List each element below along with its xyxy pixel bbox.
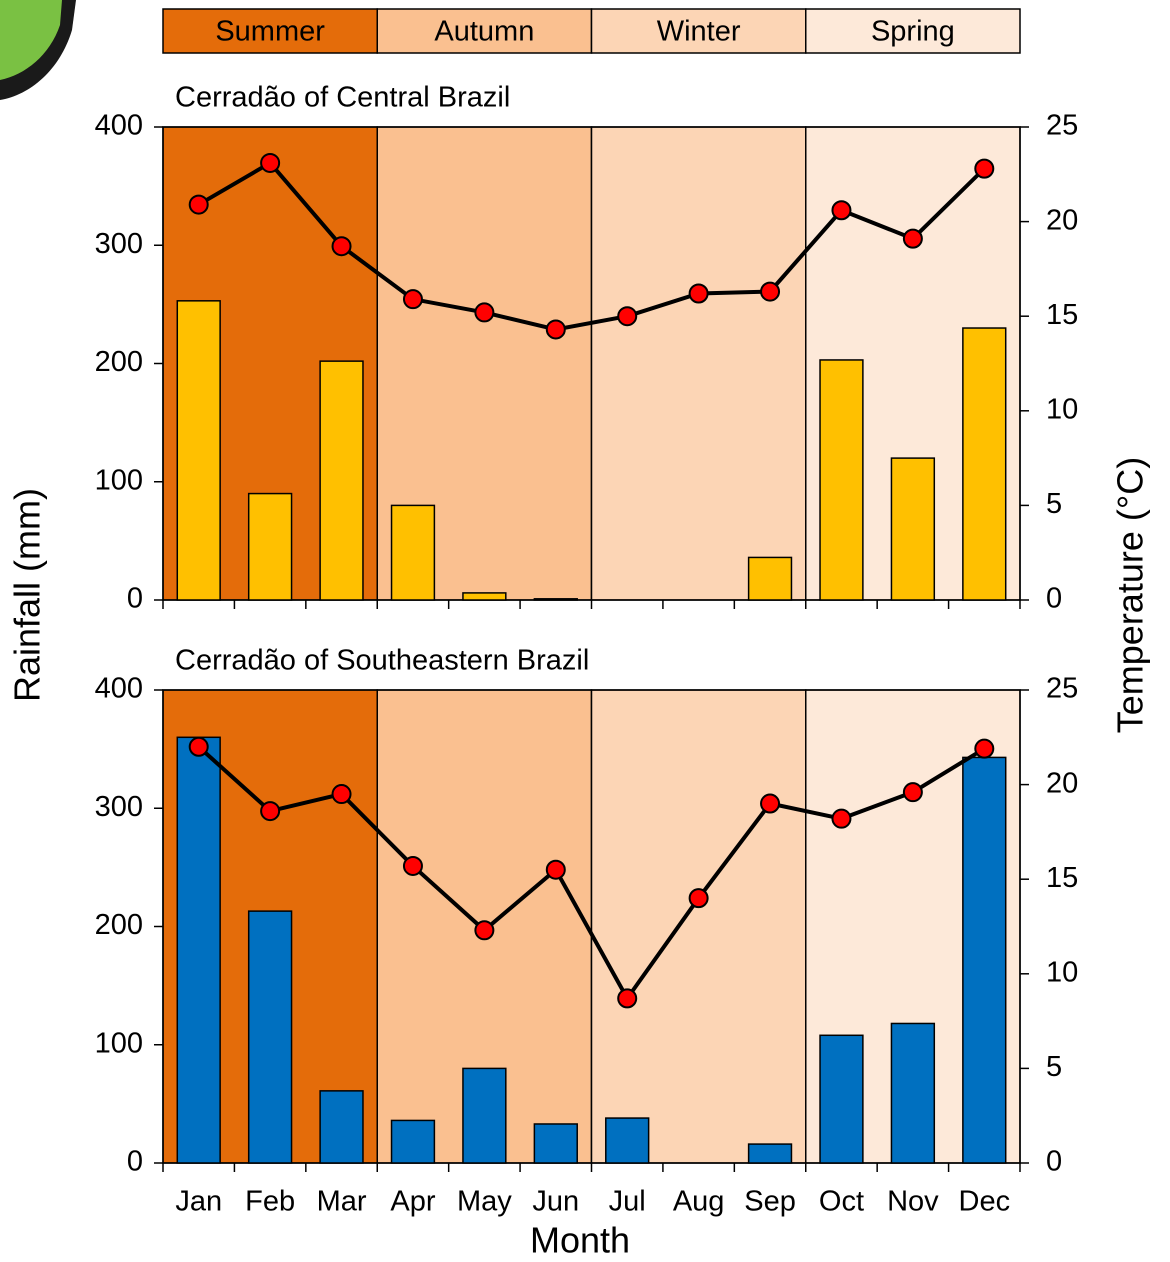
temperature-marker — [402, 855, 423, 876]
season-legend-label: Spring — [871, 16, 955, 48]
temperature-marker — [474, 920, 495, 941]
y2-tick-label: 15 — [1046, 299, 1078, 331]
temperature-marker — [760, 793, 781, 814]
y2-tick-label: 20 — [1046, 204, 1078, 236]
x-tick-label: Oct — [819, 1186, 864, 1218]
temperature-marker — [331, 784, 352, 805]
season-legend-label: Summer — [215, 16, 325, 48]
season-background — [590, 126, 807, 601]
y-tick-label: 200 — [95, 909, 143, 941]
y2-tick-label: 20 — [1046, 767, 1078, 799]
season-legend-box — [376, 8, 593, 54]
y2-tick-label: 0 — [1046, 1146, 1062, 1178]
x-tick-label: Feb — [245, 1186, 295, 1218]
x-tick-label: Aug — [673, 1186, 725, 1218]
bar — [319, 1090, 364, 1164]
season-legend-label: Autumn — [434, 16, 534, 48]
y-tick-label: 100 — [95, 1027, 143, 1059]
temperature-marker — [617, 988, 638, 1009]
bar — [247, 492, 293, 601]
bar — [462, 1067, 507, 1164]
y-axis-label: Rainfall (mm) — [7, 488, 48, 702]
x-tick-label: Nov — [887, 1186, 939, 1218]
temperature-marker — [688, 888, 709, 909]
temperature-marker — [260, 801, 281, 822]
temperature-marker — [688, 283, 709, 304]
temperature-marker — [902, 228, 923, 249]
bar — [890, 457, 936, 601]
y-tick-label: 0 — [127, 583, 143, 615]
y-tick-label: 400 — [95, 110, 143, 142]
x-tick-label: Apr — [390, 1186, 435, 1218]
y2-tick-label: 25 — [1046, 110, 1078, 142]
temperature-marker — [188, 736, 209, 757]
bar — [747, 1143, 793, 1164]
bar — [533, 1123, 578, 1164]
x-tick-label: Dec — [959, 1186, 1011, 1218]
temperature-marker — [974, 158, 995, 179]
bar — [605, 1117, 650, 1164]
temperature-marker — [831, 808, 852, 829]
x-tick-label: May — [457, 1186, 512, 1218]
corner-map-fill — [0, 0, 62, 80]
season-legend-box — [590, 8, 807, 54]
bar — [176, 736, 221, 1164]
bar — [462, 592, 507, 601]
temperature-marker — [760, 281, 781, 302]
temperature-line — [197, 745, 986, 1003]
bar — [819, 1034, 864, 1164]
season-background — [590, 689, 807, 1164]
temperature-marker — [188, 194, 209, 215]
chart-title: Cerradão of Southeastern Brazil — [175, 645, 589, 677]
y2-tick-label: 10 — [1046, 393, 1078, 425]
temperature-marker — [402, 289, 423, 310]
chart-title: Cerradão of Central Brazil — [175, 82, 510, 114]
bar — [247, 910, 293, 1164]
y2-tick-label: 0 — [1046, 583, 1062, 615]
bar — [390, 504, 436, 601]
temperature-marker — [545, 319, 566, 340]
temperature-marker — [545, 859, 566, 880]
temperature-marker — [831, 200, 852, 221]
y-tick-label: 100 — [95, 464, 143, 496]
y2-tick-label: 15 — [1046, 862, 1078, 894]
temperature-marker — [617, 306, 638, 327]
x-tick-label: Sep — [744, 1186, 796, 1218]
bar — [533, 598, 578, 601]
bar — [390, 1119, 436, 1164]
temperature-marker — [974, 738, 995, 759]
season-legend-label: Winter — [657, 16, 741, 48]
y-tick-label: 300 — [95, 228, 143, 260]
y2-tick-label: 5 — [1046, 488, 1062, 520]
bar — [962, 756, 1007, 1164]
temperature-marker — [331, 236, 352, 257]
bar — [962, 327, 1007, 601]
temperature-marker — [902, 782, 923, 803]
bar — [819, 359, 864, 601]
bar — [176, 300, 221, 601]
y2-axis-label: Temperature (°C) — [1110, 457, 1151, 733]
x-tick-label: Jan — [175, 1186, 222, 1218]
x-tick-label: Mar — [317, 1186, 367, 1218]
y-tick-label: 400 — [95, 673, 143, 705]
y-tick-label: 200 — [95, 346, 143, 378]
y2-tick-label: 5 — [1046, 1051, 1062, 1083]
x-tick-label: Jun — [532, 1186, 579, 1218]
y2-tick-label: 10 — [1046, 956, 1078, 988]
bar — [319, 360, 364, 601]
bar — [747, 556, 793, 601]
y-tick-label: 0 — [127, 1146, 143, 1178]
x-axis-label: Month — [530, 1220, 630, 1261]
temperature-marker — [474, 302, 495, 323]
season-legend-box — [805, 8, 1021, 54]
temperature-marker — [260, 152, 281, 173]
bar — [890, 1022, 936, 1164]
y2-tick-label: 25 — [1046, 673, 1078, 705]
x-tick-label: Jul — [609, 1186, 646, 1218]
temperature-line — [197, 160, 986, 332]
y-tick-label: 300 — [95, 791, 143, 823]
